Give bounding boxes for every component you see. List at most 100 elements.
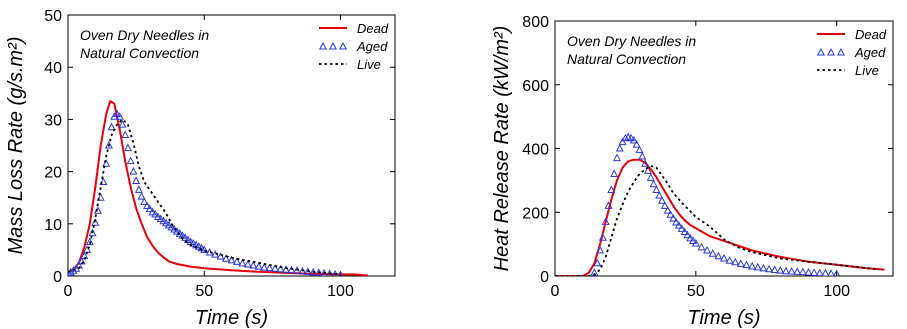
data-point bbox=[691, 238, 700, 247]
data-point bbox=[260, 263, 269, 271]
x-tick-label: 0 bbox=[64, 283, 73, 300]
legend: Dead Aged Live bbox=[318, 21, 389, 72]
data-point bbox=[265, 263, 274, 272]
legend-marker bbox=[816, 47, 826, 56]
data-point bbox=[765, 264, 774, 273]
data-point bbox=[629, 135, 638, 144]
data-point bbox=[725, 256, 734, 264]
data-point bbox=[649, 179, 658, 188]
y-tick-label: 0 bbox=[540, 269, 549, 286]
data-point bbox=[232, 257, 241, 265]
annotation-line: Natural Convection bbox=[80, 45, 199, 61]
data-point bbox=[607, 185, 616, 193]
legend-marker bbox=[328, 41, 338, 50]
data-point bbox=[646, 173, 655, 181]
y-tick-label: 600 bbox=[522, 78, 549, 95]
series-dead-line bbox=[68, 100, 368, 276]
annotation-line: Natural Convection bbox=[567, 51, 686, 67]
data-point bbox=[612, 153, 622, 162]
data-point bbox=[669, 214, 678, 222]
legend-label: Aged bbox=[356, 39, 388, 54]
data-point bbox=[719, 253, 729, 262]
data-point bbox=[238, 258, 247, 267]
data-point bbox=[674, 221, 683, 229]
data-point bbox=[787, 266, 796, 275]
data-point bbox=[736, 259, 745, 267]
data-point bbox=[677, 224, 686, 232]
series-live-line bbox=[555, 165, 880, 276]
data-point bbox=[610, 169, 619, 177]
data-point bbox=[153, 212, 162, 221]
data-point bbox=[172, 227, 182, 235]
plot-frame bbox=[67, 14, 396, 277]
data-point bbox=[183, 235, 192, 243]
series-dead-line bbox=[555, 158, 885, 276]
x-axis-title: Time (s) bbox=[687, 307, 760, 329]
data-point bbox=[118, 120, 127, 128]
y-tick-label: 400 bbox=[522, 142, 549, 159]
legend-marker bbox=[338, 41, 348, 50]
series-aged bbox=[68, 109, 344, 276]
data-point bbox=[222, 254, 231, 262]
y-tick-label: 0 bbox=[53, 269, 62, 286]
data-point bbox=[753, 262, 762, 271]
data-point bbox=[770, 265, 779, 273]
chart-panel-2: 0 50 100 0 200 400 600 800 Time (s) Heat Release … bbox=[491, 14, 894, 329]
data-point bbox=[688, 236, 698, 244]
data-point bbox=[276, 264, 285, 273]
x-axis-title: Time (s) bbox=[195, 307, 268, 329]
y-tick-label: 20 bbox=[44, 165, 62, 182]
data-point bbox=[810, 268, 819, 276]
data-point bbox=[164, 220, 173, 229]
data-point bbox=[227, 255, 236, 264]
data-point bbox=[697, 242, 706, 251]
data-point bbox=[643, 166, 652, 174]
data-point bbox=[663, 206, 672, 214]
y-tick-label: 50 bbox=[44, 8, 62, 25]
data-point bbox=[200, 245, 209, 253]
annotation-line: Oven Dry Needles in bbox=[567, 33, 696, 49]
data-point bbox=[655, 191, 664, 199]
data-point bbox=[635, 145, 644, 154]
data-point bbox=[99, 177, 108, 186]
data-point bbox=[759, 263, 768, 272]
data-point bbox=[686, 233, 695, 242]
plot-area bbox=[555, 132, 885, 276]
x-tick-label: 50 bbox=[195, 283, 213, 300]
data-point bbox=[680, 227, 689, 236]
x-tick-label: 100 bbox=[823, 283, 850, 300]
data-point bbox=[156, 214, 165, 223]
legend: Dead Aged Live bbox=[816, 27, 887, 78]
data-point bbox=[243, 259, 252, 268]
data-point bbox=[91, 218, 100, 226]
data-point bbox=[337, 270, 344, 276]
data-point bbox=[102, 159, 111, 167]
data-point bbox=[793, 267, 802, 275]
y-tick-label: 10 bbox=[44, 217, 62, 234]
data-point bbox=[145, 204, 154, 213]
data-point bbox=[638, 151, 647, 160]
data-point bbox=[96, 193, 105, 201]
legend-marker bbox=[826, 47, 836, 56]
data-point bbox=[657, 196, 667, 204]
data-point bbox=[621, 133, 630, 142]
data-point bbox=[107, 122, 116, 131]
data-point bbox=[88, 228, 97, 237]
data-point bbox=[615, 143, 624, 152]
annotation-line: Oven Dry Needles in bbox=[80, 27, 209, 43]
series-live-line bbox=[68, 118, 341, 276]
data-point bbox=[821, 268, 830, 276]
data-point bbox=[216, 252, 225, 260]
data-point bbox=[68, 268, 72, 276]
legend-label: Aged bbox=[854, 45, 886, 60]
x-tick-label: 50 bbox=[687, 283, 705, 300]
y-axis-title: Heat Release Rate (kW/m²) bbox=[491, 26, 513, 272]
data-point bbox=[683, 230, 692, 239]
data-point bbox=[708, 249, 717, 257]
data-point bbox=[142, 201, 152, 210]
legend-marker bbox=[836, 47, 846, 56]
data-point bbox=[140, 197, 149, 205]
data-point bbox=[115, 112, 124, 120]
data-point bbox=[271, 264, 280, 272]
